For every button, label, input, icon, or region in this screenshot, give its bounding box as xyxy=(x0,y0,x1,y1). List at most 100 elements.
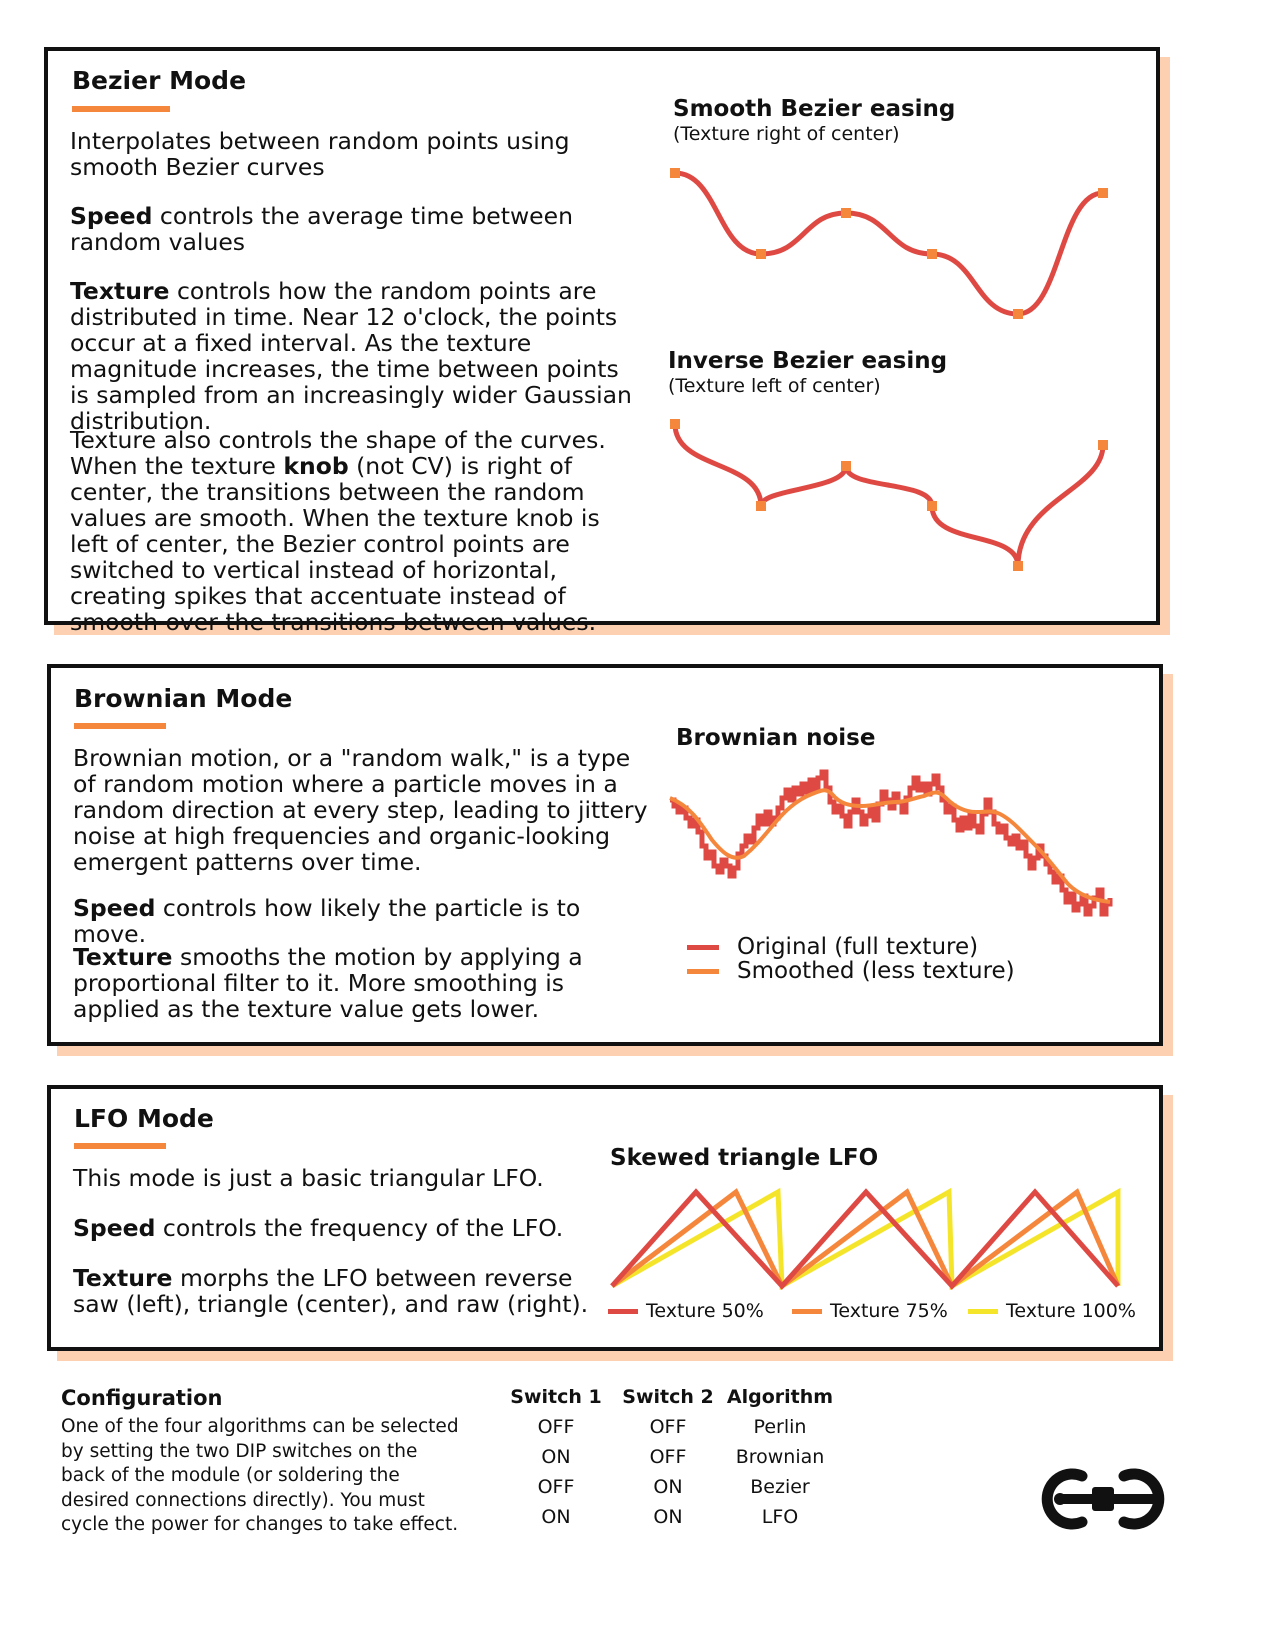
bezier-point xyxy=(670,168,680,178)
cell-switch-2: OFF xyxy=(649,1416,687,1438)
bezier-shape-paragraph: Texture also controls the shape of the c… xyxy=(70,427,640,635)
bezier-point xyxy=(927,501,937,511)
lfo-line-50 xyxy=(610,1188,1120,1290)
brownian-figure-title: Brownian noise xyxy=(676,725,876,751)
lfo-speed-paragraph: Speed controls the frequency of the LFO. xyxy=(73,1215,593,1241)
brownian-legend-original: Original (full texture) xyxy=(687,934,978,960)
bezier-point xyxy=(841,461,851,471)
cell-algorithm: Perlin xyxy=(753,1416,807,1438)
cell-algorithm: Brownian xyxy=(735,1446,825,1468)
smooth-bezier-subtitle: (Texture right of center) xyxy=(673,123,900,145)
table-row: OFF OFF Perlin xyxy=(500,1412,836,1442)
bezier-point xyxy=(756,249,766,259)
bezier-point xyxy=(1013,561,1023,571)
lfo-texture-paragraph: Texture morphs the LFO between reverse s… xyxy=(73,1265,593,1317)
legend-swatch-50 xyxy=(608,1308,638,1314)
legend-label-original: Original (full texture) xyxy=(737,934,979,960)
bezier-texture-label: Texture xyxy=(70,277,170,305)
table-row: ON ON LFO xyxy=(500,1502,836,1532)
cell-switch-1: ON xyxy=(541,1446,571,1468)
lfo-legend-100: Texture 100% xyxy=(968,1300,1136,1322)
cell-switch-1: ON xyxy=(541,1506,571,1528)
bezier-speed-text: controls the average time between random… xyxy=(70,202,573,256)
brownian-figure xyxy=(669,769,1113,917)
logo-icon xyxy=(1041,1468,1165,1530)
header-switch-1: Switch 1 xyxy=(510,1386,602,1408)
inverse-bezier-subtitle: (Texture left of center) xyxy=(668,375,881,397)
cell-switch-1: OFF xyxy=(537,1476,575,1498)
brownian-intro: Brownian motion, or a "random walk," is … xyxy=(73,744,648,876)
legend-label-smoothed: Smoothed (less texture) xyxy=(737,958,1015,984)
table-row: ON OFF Brownian xyxy=(500,1442,836,1472)
bezier-point xyxy=(1013,309,1023,319)
cell-switch-2: ON xyxy=(653,1476,683,1498)
bezier-point xyxy=(1098,440,1108,450)
bezier-point xyxy=(841,208,851,218)
inverse-bezier-curve xyxy=(672,423,1106,567)
lfo-line-100 xyxy=(610,1187,1121,1291)
bezier-shape-text-2: (not CV) is right of center, the transit… xyxy=(70,452,600,636)
brownian-smoothed-line xyxy=(669,788,1111,904)
header-algorithm: Algorithm xyxy=(726,1386,834,1408)
legend-label-100: Texture 100% xyxy=(1006,1300,1136,1322)
cell-switch-2: OFF xyxy=(649,1446,687,1468)
bezier-point xyxy=(927,249,937,259)
cell-algorithm: LFO xyxy=(761,1506,799,1528)
bezier-point xyxy=(1098,188,1108,198)
configuration-table: Switch 1 Switch 2 Algorithm OFF OFF Perl… xyxy=(500,1382,836,1532)
legend-swatch-original xyxy=(687,944,719,950)
bezier-heading-underline xyxy=(72,106,170,112)
bezier-speed-paragraph: Speed controls the average time between … xyxy=(70,203,640,255)
lfo-heading-underline xyxy=(74,1143,166,1149)
brownian-legend-smoothed: Smoothed (less texture) xyxy=(687,958,1015,984)
lfo-legend-75: Texture 75% xyxy=(792,1300,948,1322)
brownian-texture-label: Texture xyxy=(73,943,173,971)
brownian-texture-paragraph: Texture smooths the motion by applying a… xyxy=(73,944,648,1022)
brownian-original-line xyxy=(670,769,1113,917)
table-row: OFF ON Bezier xyxy=(500,1472,836,1502)
inverse-bezier-figure xyxy=(670,419,1108,571)
brownian-texture-text: smooths the motion by applying a proport… xyxy=(73,943,583,1023)
header-switch-2: Switch 2 xyxy=(622,1386,714,1408)
bezier-point xyxy=(756,501,766,511)
legend-label-50: Texture 50% xyxy=(646,1300,764,1322)
bezier-panel xyxy=(44,47,1160,625)
legend-swatch-smoothed xyxy=(687,968,719,974)
lfo-line-75 xyxy=(610,1188,1121,1290)
lfo-intro: This mode is just a basic triangular LFO… xyxy=(73,1164,544,1192)
bezier-point xyxy=(670,419,680,429)
lfo-legend-50: Texture 50% xyxy=(608,1300,764,1322)
smooth-bezier-curve xyxy=(674,170,1104,317)
inverse-bezier-title: Inverse Bezier easing xyxy=(668,348,948,374)
brownian-speed-text: controls how likely the particle is to m… xyxy=(73,894,581,948)
brownian-speed-label: Speed xyxy=(73,894,156,922)
brownian-heading-underline xyxy=(74,723,166,729)
legend-swatch-100 xyxy=(968,1308,998,1314)
configuration-title: Configuration xyxy=(61,1386,223,1410)
configuration-text: One of the four algorithms can be select… xyxy=(61,1416,459,1535)
bezier-texture-paragraph: Texture controls how the random points a… xyxy=(70,278,640,434)
brownian-panel xyxy=(47,664,1163,1046)
smooth-bezier-figure xyxy=(670,168,1108,319)
cell-algorithm: Bezier xyxy=(750,1476,810,1498)
legend-label-75: Texture 75% xyxy=(830,1300,948,1322)
bezier-knob-label: knob xyxy=(283,452,349,480)
brownian-heading: Brownian Mode xyxy=(74,684,293,713)
bezier-texture-text: controls how the random points are distr… xyxy=(70,277,632,435)
lfo-speed-label: Speed xyxy=(73,1214,156,1242)
lfo-texture-label: Texture xyxy=(73,1264,173,1292)
brownian-speed-paragraph: Speed controls how likely the particle i… xyxy=(73,895,648,947)
lfo-figure xyxy=(610,1187,1121,1291)
lfo-panel xyxy=(47,1085,1163,1351)
bezier-shape-text-1: Texture also controls the shape of the c… xyxy=(70,426,606,480)
lfo-texture-text: morphs the LFO between reverse saw (left… xyxy=(73,1264,589,1318)
cell-switch-1: OFF xyxy=(537,1416,575,1438)
smooth-bezier-title: Smooth Bezier easing xyxy=(673,96,956,122)
lfo-speed-text: controls the frequency of the LFO. xyxy=(155,1214,564,1242)
configuration-header-row: Switch 1 Switch 2 Algorithm xyxy=(500,1382,836,1412)
lfo-figure-title: Skewed triangle LFO xyxy=(610,1145,879,1171)
bezier-speed-label: Speed xyxy=(70,202,153,230)
bezier-heading: Bezier Mode xyxy=(72,66,247,95)
lfo-heading: LFO Mode xyxy=(74,1104,214,1133)
bezier-intro: Interpolates between random points using… xyxy=(70,127,570,181)
